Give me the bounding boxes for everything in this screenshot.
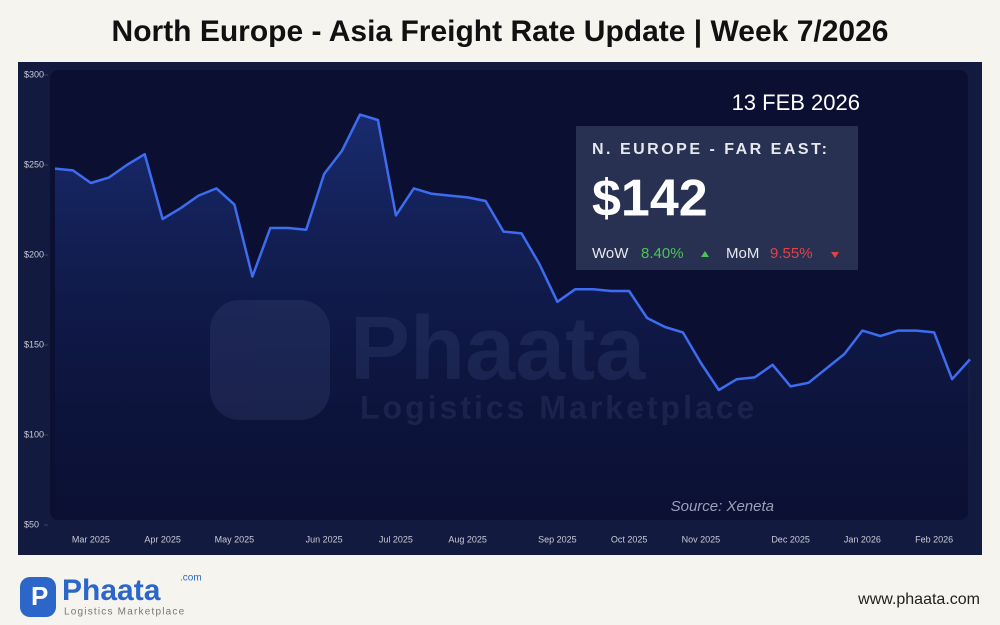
- date-label: 13 FEB 2026: [732, 90, 860, 115]
- logo-icon: [20, 577, 56, 617]
- x-tick-label: Aug 2025: [448, 534, 487, 544]
- down-arrow: [831, 252, 839, 258]
- logo-domain: .com: [180, 573, 202, 584]
- x-tick-label: Nov 2025: [682, 534, 721, 544]
- x-tick-label: Jun 2025: [306, 534, 343, 544]
- logo-icon-letter: P: [31, 581, 48, 611]
- x-tick-label: Mar 2025: [72, 534, 110, 544]
- x-tick-label: May 2025: [215, 534, 255, 544]
- y-tick-label: $50: [24, 519, 39, 529]
- x-tick-label: Oct 2025: [611, 534, 648, 544]
- y-tick-label: $250: [24, 159, 44, 169]
- y-tick-label: $200: [24, 249, 44, 259]
- x-tick-label: Jul 2025: [379, 534, 413, 544]
- website: www.phaata.com: [857, 591, 980, 608]
- logo-tagline: Logistics Marketplace: [64, 607, 185, 618]
- route-label: N. EUROPE - FAR EAST:: [592, 141, 829, 158]
- mom-label: MoM: [726, 245, 759, 262]
- info-box: [576, 126, 858, 270]
- wow-value: 8.40%: [641, 245, 684, 262]
- logo-name: Phaata: [62, 574, 161, 607]
- y-tick-label: $100: [24, 429, 44, 439]
- x-tick-label: Dec 2025: [771, 534, 810, 544]
- y-tick-label: $150: [24, 339, 44, 349]
- mom-value: 9.55%: [770, 245, 813, 262]
- up-arrow: [701, 251, 709, 257]
- line: [54, 113, 971, 392]
- wow-label: WoW: [592, 245, 629, 262]
- price: $142: [592, 170, 708, 228]
- y-tick-label: $300: [24, 69, 44, 79]
- x-tick-label: Jan 2026: [844, 534, 881, 544]
- x-tick-label: Sep 2025: [538, 534, 577, 544]
- area: [55, 114, 970, 520]
- x-tick-label: Apr 2025: [144, 534, 181, 544]
- source: Source: Xeneta: [671, 498, 774, 515]
- title: North Europe - Asia Freight Rate Update …: [112, 15, 889, 48]
- x-tick-label: Feb 2026: [915, 534, 953, 544]
